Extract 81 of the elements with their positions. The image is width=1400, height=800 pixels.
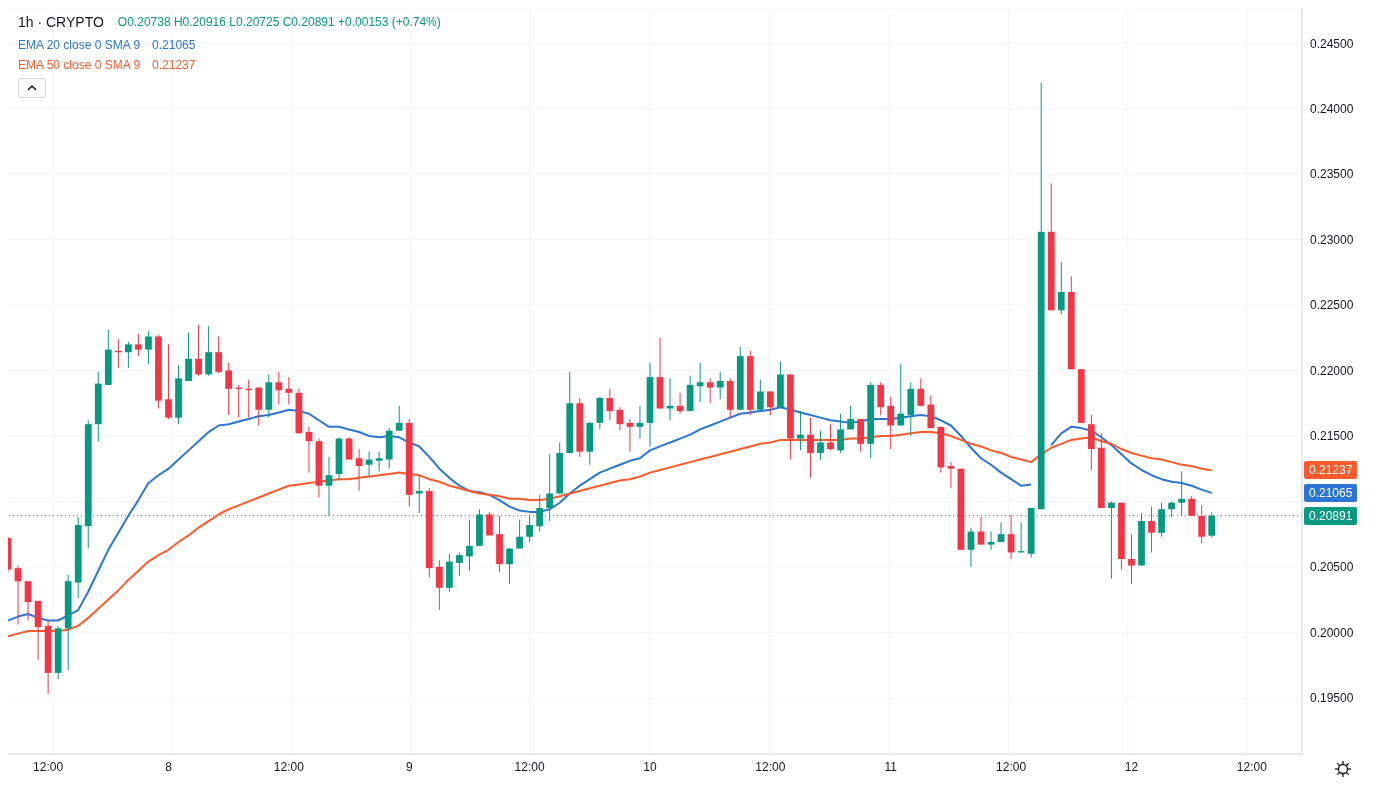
candlestick: [185, 332, 192, 382]
candlestick: [877, 381, 885, 416]
candlestick: [837, 413, 844, 454]
candlestick: [807, 417, 814, 479]
candlestick: [997, 521, 1005, 543]
candlestick: [135, 333, 142, 357]
candlestick: [817, 430, 824, 461]
y-tick-label: 0.22000: [1310, 363, 1354, 378]
candlestick: [516, 519, 523, 550]
candlestick: [124, 341, 132, 369]
candlestick: [506, 548, 513, 585]
candlestick: [1128, 533, 1135, 585]
candlestick: [275, 371, 283, 406]
x-tick-label: 12:00: [755, 759, 786, 774]
x-tick-label: 12:00: [33, 759, 64, 774]
candlestick: [927, 394, 935, 429]
candlestick: [195, 324, 202, 377]
y-tick-label: 0.23000: [1310, 232, 1354, 247]
candlestick: [947, 461, 955, 489]
candlestick: [756, 379, 764, 411]
candlestick: [165, 343, 172, 420]
x-tick-label: 12:00: [514, 759, 545, 774]
candlestick: [255, 387, 263, 426]
chart-title: 1h · CRYPTO: [18, 14, 104, 30]
y-tick-label: 0.19500: [1310, 690, 1354, 705]
x-tick-label: 12: [1124, 759, 1139, 774]
text: 0.21065: [1304, 483, 1358, 502]
candlestick: [696, 362, 704, 403]
candlestick: [395, 405, 403, 432]
y-tick-label: 0.24500: [1310, 36, 1354, 51]
candlestick: [827, 423, 834, 451]
annotation: 0.21237: [152, 58, 196, 72]
ref-line-label: 0.20891: [1304, 506, 1358, 525]
candlestick: [606, 388, 614, 421]
x-tick-label: 12:00: [273, 759, 305, 774]
candlestick: [145, 330, 152, 365]
x-tick-label: 12:00: [1236, 759, 1268, 774]
candlestick: [797, 410, 804, 451]
candlestick: [365, 451, 373, 478]
candlestick: [766, 390, 774, 416]
y-tick-label: 0.21500: [1310, 429, 1354, 444]
line-series: [8, 431, 1213, 638]
x-tick-label: 10: [643, 759, 657, 774]
candlestick: [1057, 261, 1065, 315]
text: EMA 20 close 0 SMA 9: [18, 38, 141, 52]
text: 0.21237: [1304, 461, 1358, 480]
candlestick: [456, 551, 463, 577]
candlestick: [546, 453, 554, 522]
candlestick: [716, 371, 724, 400]
candlestick: [706, 377, 714, 404]
candlestick: [1178, 470, 1186, 517]
annotation: O0.20738 H0.20916 L0.20725 C0.20891 +0.00153 (+0.74%): [117, 15, 441, 29]
candlestick: [225, 362, 233, 416]
annotation: 0.21065: [152, 38, 196, 52]
candlestick: [1188, 495, 1196, 517]
candlestick: [355, 448, 363, 492]
candlestick: [466, 519, 473, 572]
y-tick-label: 0.23500: [1310, 167, 1354, 182]
candlestick: [435, 559, 443, 611]
candlestick: [415, 474, 423, 514]
candlestick: [1148, 506, 1155, 553]
candlestick: [987, 531, 995, 551]
candlestick: [917, 377, 925, 407]
candlestick: [536, 494, 544, 533]
x-tick-label: 11: [884, 759, 898, 774]
y-tick-label: 0.20000: [1310, 625, 1354, 640]
x-tick-label: 12:00: [996, 759, 1027, 774]
y-tick-label: 0.20500: [1310, 560, 1354, 575]
x-tick-label: 8: [165, 759, 173, 774]
candlestick: [375, 451, 383, 472]
candlestick: [285, 376, 293, 406]
candlestick: [205, 325, 212, 377]
y-tick-label: 0.24000: [1310, 102, 1354, 117]
text: EMA 50 close 0 SMA 9: [18, 58, 141, 72]
candlestick: [325, 456, 333, 517]
candlestick: [897, 363, 905, 426]
candlestick: [1198, 504, 1206, 544]
candlestick: [887, 396, 895, 450]
y-tick-label: 0.22500: [1310, 298, 1354, 313]
x-tick-label: 9: [405, 759, 413, 774]
candlestick: [215, 336, 223, 374]
